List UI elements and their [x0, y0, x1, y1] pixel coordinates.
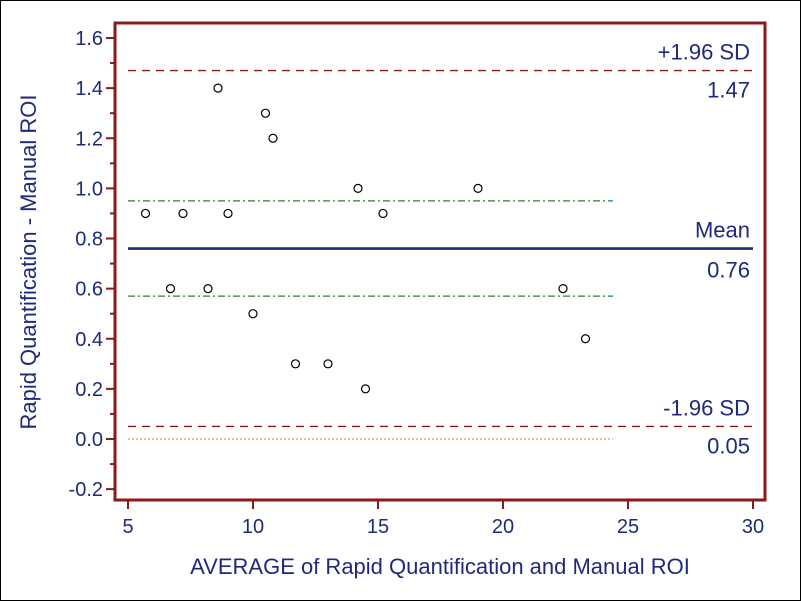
y-tick-label: 0.8	[75, 229, 103, 251]
data-point	[260, 108, 271, 118]
y-tick-label: 1.4	[75, 78, 103, 100]
plot-area-frame	[113, 21, 767, 502]
upper-loa-label: +1.96 SD	[658, 40, 750, 65]
x-tick-label: 25	[617, 516, 639, 538]
x-tick-label: 5	[122, 516, 133, 538]
y-tick-label: 0.0	[75, 429, 103, 451]
data-point	[248, 309, 258, 319]
x-axis-ticks: 5 10 15 20 25 30	[122, 500, 764, 538]
data-point	[473, 183, 483, 193]
data-point	[360, 384, 371, 394]
y-tick-label: 1.0	[75, 178, 103, 200]
y-tick-label: 0.6	[75, 279, 103, 301]
reference-lines	[128, 69, 753, 440]
x-tick-label: 20	[492, 516, 514, 538]
y-tick-label: 0.2	[75, 379, 103, 401]
upper-loa-value: 1.47	[707, 78, 750, 103]
x-axis-title: AVERAGE of Rapid Quantification and Manu…	[190, 554, 690, 579]
data-point	[558, 284, 568, 294]
data-point	[213, 83, 223, 93]
data-point	[165, 284, 176, 294]
y-axis-ticks: -0.2 0.0 0.2 0.4 0.6 0.8 1.0 1.2 1.4 1.6	[69, 28, 115, 501]
data-point	[580, 334, 591, 344]
mean-label: Mean	[695, 218, 750, 243]
lower-loa-label: -1.96 SD	[663, 395, 750, 420]
data-point	[223, 208, 233, 219]
lower-loa-value: 0.05	[707, 433, 750, 458]
data-point	[268, 133, 278, 143]
y-tick-label: 1.6	[75, 28, 103, 50]
y-tick-label: -0.2	[69, 479, 103, 501]
data-point	[323, 359, 333, 369]
x-tick-label: 10	[242, 516, 264, 538]
y-tick-label: 1.2	[75, 128, 103, 150]
data-point	[378, 208, 388, 219]
y-tick-label: 0.4	[75, 329, 103, 351]
data-point	[290, 359, 301, 369]
x-tick-label: 30	[742, 516, 764, 538]
data-point	[140, 208, 151, 219]
data-point	[353, 183, 363, 193]
x-tick-label: 15	[367, 516, 389, 538]
data-points	[140, 83, 591, 394]
y-axis-title: Rapid Quantification - Manual ROI	[16, 94, 41, 429]
data-point	[203, 284, 213, 294]
data-point	[178, 208, 188, 219]
mean-value: 0.76	[707, 258, 750, 283]
